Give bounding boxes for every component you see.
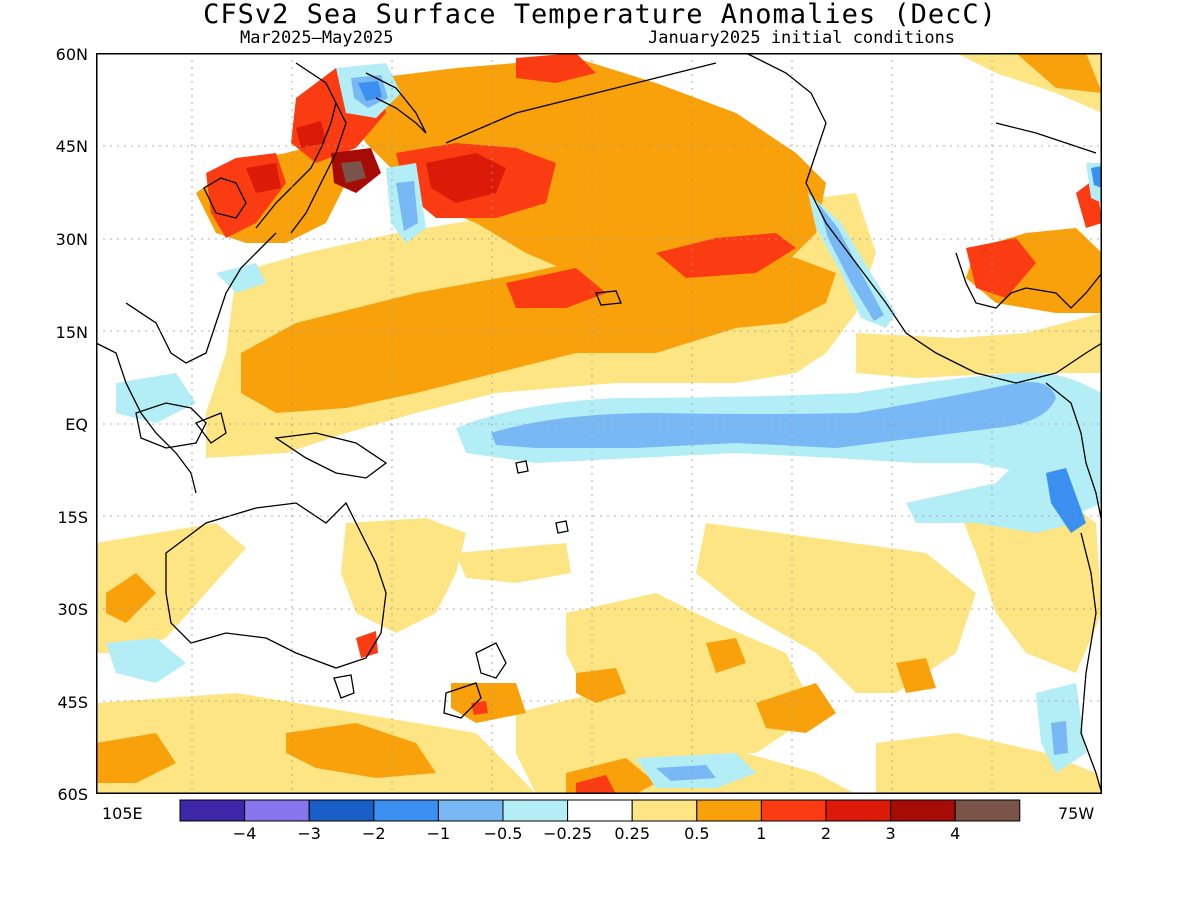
lon-label-right: 75W [1058,804,1095,823]
colorbar-swatch [179,799,246,822]
colorbar-tick-label: 4 [950,824,961,843]
lon-label-left: 105E [102,804,143,823]
sst-anomaly-map [96,53,1102,794]
map-frame [96,53,1102,794]
lat-label-15n: 15N [55,323,88,342]
graticule [96,53,1102,794]
colorbar-swatch [631,799,698,822]
colorbar-swatch [890,799,956,822]
lat-label-45n: 45N [55,137,88,156]
colorbar-swatch [696,799,762,822]
colorbar-tick-label: −1 [426,824,451,843]
colorbar-tick-label: 3 [885,824,896,843]
continent-outlines [96,53,1102,794]
colorbar-tick-label: 2 [820,824,832,843]
colorbar-tick-label: 0.25 [614,824,650,843]
lat-label-15s: 15S [57,508,88,527]
map-title: CFSv2 Sea Surface Temperature Anomalies … [203,0,997,30]
colorbar-swatch [760,799,827,822]
colorbar-tick-label: −0.25 [543,824,593,843]
lat-label-60s: 60S [57,785,88,804]
lat-label-45s: 45S [57,693,88,712]
colorbar-tick-label: −3 [297,824,321,843]
colorbar-swatch [954,799,1021,822]
initial-conditions: January2025 initial conditions [648,28,956,48]
colorbar-tick-label: 1 [756,824,767,843]
lat-label-30s: 30S [57,600,88,619]
anomaly-fields [96,53,1102,794]
lat-label-eq: EQ [65,415,88,434]
colorbar-swatch [502,799,569,822]
colorbar-swatch [437,799,504,822]
lat-label-60n: 60N [55,45,88,64]
colorbar-tick-label: −2 [362,824,386,843]
colorbar-swatch [244,799,310,822]
colorbar-swatch [567,799,633,822]
colorbar-tick-label: −0.5 [483,824,523,843]
colorbar-tick-label: −4 [232,824,257,843]
forecast-period: Mar2025–May2025 [240,28,394,48]
lat-label-30n: 30N [55,230,88,249]
colorbar-swatch [373,799,439,822]
colorbar-swatch [825,799,892,822]
colorbar-tick-label: 0.5 [684,824,710,843]
colorbar-swatch [308,799,375,822]
